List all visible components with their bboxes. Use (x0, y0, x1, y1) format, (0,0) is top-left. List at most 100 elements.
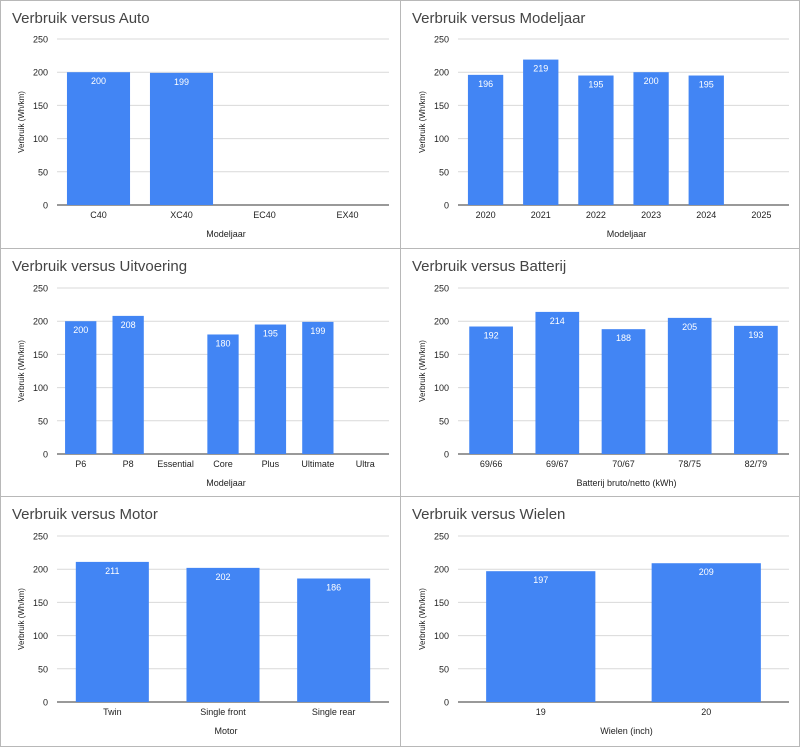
y-tick-label: 150 (33, 350, 48, 360)
data-label: 202 (215, 572, 230, 582)
data-label: 209 (699, 567, 714, 577)
data-label: 200 (644, 76, 659, 86)
x-tick-label: 69/67 (546, 459, 569, 469)
bar (469, 326, 513, 454)
x-tick-label: Essential (157, 459, 194, 469)
data-label: 214 (550, 316, 565, 326)
x-tick-label: Ultra (356, 459, 375, 469)
x-tick-label: XC40 (170, 210, 193, 220)
data-label: 205 (682, 322, 697, 332)
chart-plot: 0 50 100 150 200 250 Verbruik (Wh/km) 192 69/66 2… (418, 284, 789, 488)
x-tick-label: 19 (536, 707, 546, 717)
x-tick-label: Single front (200, 707, 246, 717)
bar (486, 571, 596, 702)
chart-plot: 0 50 100 150 200 250 Verbruik (Wh/km) 211 Twin 20… (17, 532, 389, 736)
x-tick-label: 82/79 (745, 459, 768, 469)
y-tick-label: 200 (434, 565, 449, 575)
y-tick-label: 100 (434, 631, 449, 641)
x-tick-label: 2023 (641, 210, 661, 220)
x-axis-title: Motor (214, 726, 237, 736)
bar (523, 59, 559, 205)
x-axis-title: Modeljaar (206, 478, 246, 488)
x-tick-label: Ultimate (301, 459, 334, 469)
y-tick-label: 100 (434, 383, 449, 393)
chart-plot: 0 50 100 150 200 250 Verbruik (Wh/km) 196 2020 21… (418, 35, 789, 239)
x-tick-label: C40 (90, 210, 107, 220)
bar (467, 74, 504, 205)
y-tick-label: 0 (43, 201, 48, 211)
x-tick-label: EC40 (253, 210, 276, 220)
y-tick-label: 250 (33, 532, 48, 542)
y-tick-label: 50 (38, 167, 48, 177)
y-tick-label: 0 (444, 698, 449, 708)
chart-panel-auto: Verbruik versus Auto 0 50 100 150 200 250 Verb… (0, 0, 401, 249)
data-label: 192 (484, 331, 499, 341)
data-label: 208 (121, 320, 136, 330)
y-tick-label: 250 (33, 284, 48, 294)
chart-title: Verbruik versus Wielen (412, 506, 566, 523)
y-axis-title: Verbruik (Wh/km) (17, 588, 26, 650)
y-tick-label: 100 (33, 631, 48, 641)
y-tick-label: 200 (33, 565, 48, 575)
y-tick-label: 0 (444, 201, 449, 211)
data-label: 195 (588, 80, 603, 90)
chart-panel-motor: Verbruik versus Motor 0 50 100 150 200 250 Ver… (0, 496, 401, 747)
bar (254, 324, 287, 454)
x-tick-label: Plus (262, 459, 280, 469)
bar (688, 75, 724, 206)
bar (207, 334, 239, 454)
bar (149, 72, 214, 205)
bar (75, 561, 149, 702)
data-label: 200 (91, 76, 106, 86)
chart-title: Verbruik versus Motor (12, 506, 158, 523)
x-tick-label: 78/75 (678, 459, 701, 469)
y-tick-label: 150 (33, 598, 48, 608)
y-tick-label: 150 (434, 350, 449, 360)
bar (667, 317, 712, 454)
x-tick-label: 20 (701, 707, 711, 717)
y-tick-label: 150 (33, 101, 48, 111)
y-tick-label: 100 (33, 134, 48, 144)
bar (66, 72, 131, 205)
data-label: 200 (73, 325, 88, 335)
y-tick-label: 50 (38, 664, 48, 674)
x-tick-label: P8 (123, 459, 134, 469)
data-label: 197 (533, 575, 548, 585)
x-axis-title: Modeljaar (607, 229, 647, 239)
bar (186, 567, 260, 702)
y-tick-label: 200 (434, 317, 449, 327)
chart-panel-uitvoering: Verbruik versus Uitvoering 0 50 100 150 200 2… (0, 248, 401, 497)
x-tick-label: 2021 (531, 210, 551, 220)
y-tick-label: 200 (33, 317, 48, 327)
bar (651, 563, 761, 702)
x-tick-label: 69/66 (480, 459, 503, 469)
bar (112, 315, 144, 454)
x-tick-label: 2025 (751, 210, 771, 220)
x-tick-label: 2022 (586, 210, 606, 220)
x-axis-title: Modeljaar (206, 229, 246, 239)
y-tick-label: 100 (434, 134, 449, 144)
data-label: 180 (215, 338, 230, 348)
x-axis-title: Batterij bruto/netto (kWh) (576, 478, 676, 488)
data-label: 211 (105, 566, 119, 576)
y-tick-label: 0 (43, 698, 48, 708)
y-tick-label: 250 (434, 35, 449, 45)
y-tick-label: 250 (434, 532, 449, 542)
y-axis-title: Verbruik (Wh/km) (17, 340, 26, 402)
x-tick-label: P6 (75, 459, 86, 469)
chart-plot: 0 50 100 150 200 250 Verbruik (Wh/km) 200 C40 199… (17, 35, 389, 239)
chart-title: Verbruik versus Auto (12, 10, 150, 27)
y-tick-label: 250 (434, 284, 449, 294)
chart-plot: 0 50 100 150 200 250 Verbruik (Wh/km) 200 P6 208 P… (17, 284, 389, 488)
data-label: 199 (174, 77, 189, 87)
bar (302, 321, 334, 454)
y-tick-label: 50 (439, 416, 449, 426)
data-label: 196 (478, 79, 493, 89)
x-tick-label: Single rear (312, 707, 356, 717)
chart-title: Verbruik versus Batterij (412, 258, 567, 275)
y-tick-label: 0 (444, 450, 449, 460)
bar (578, 75, 614, 206)
x-tick-label: 2024 (696, 210, 716, 220)
x-tick-label: 70/67 (612, 459, 635, 469)
